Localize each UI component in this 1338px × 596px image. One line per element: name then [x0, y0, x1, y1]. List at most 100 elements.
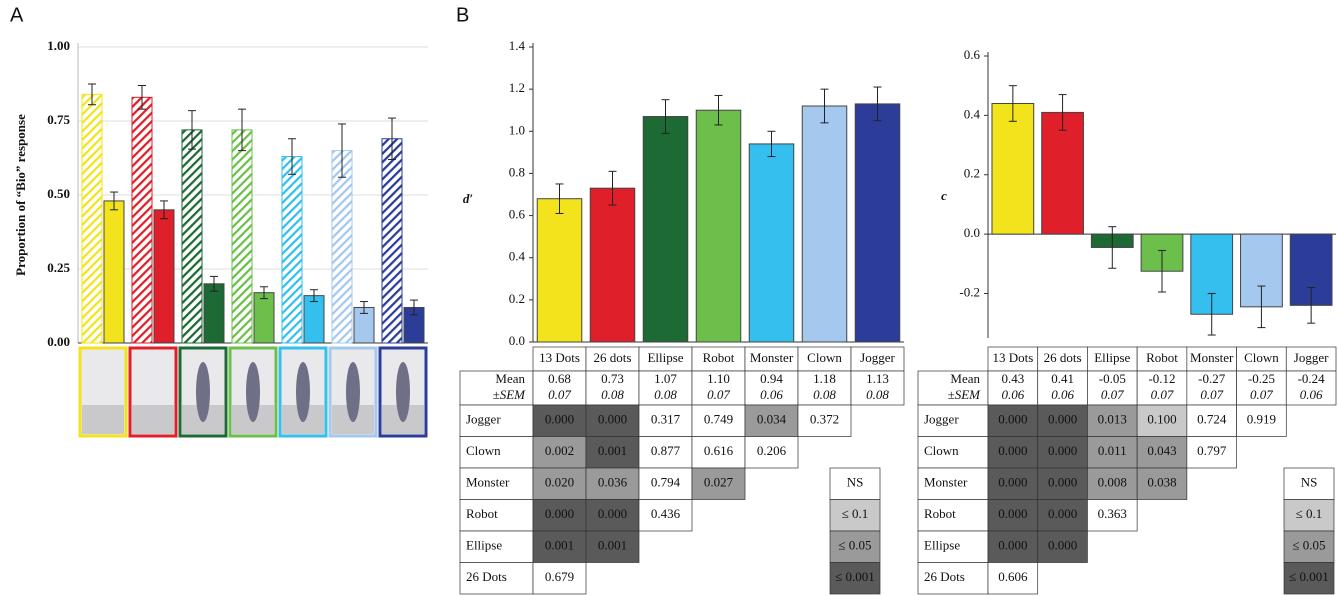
p-cell	[744, 404, 799, 437]
summary-value: 0.41	[1051, 371, 1074, 386]
p-value: 0.000	[998, 443, 1027, 458]
p-value: 0.794	[651, 475, 681, 490]
p-cell	[987, 436, 1039, 469]
p-cell	[987, 404, 1039, 437]
p-value: 0.606	[998, 569, 1028, 584]
legend-swatch	[1283, 530, 1335, 563]
p-cell	[1037, 499, 1088, 532]
error-bar	[1108, 226, 1117, 269]
p-value: 0.616	[704, 443, 734, 458]
p-value: 0.011	[1098, 443, 1127, 458]
p-value: 0.013	[1098, 412, 1127, 427]
bar	[231, 129, 253, 344]
error-bar	[188, 110, 196, 150]
bar	[253, 292, 275, 344]
summary-cell	[1186, 370, 1237, 406]
bar	[203, 283, 225, 344]
summary-value: 1.07	[654, 371, 677, 386]
summary-label-cell	[917, 370, 989, 406]
bar	[854, 103, 901, 343]
p-cell	[1087, 404, 1138, 437]
error-bar	[661, 99, 670, 134]
p-value: 0.001	[545, 538, 574, 553]
bar	[536, 198, 583, 343]
summary-cell	[1136, 370, 1188, 406]
bar	[748, 143, 795, 343]
p-cell	[585, 436, 640, 469]
row-label-cell	[459, 467, 534, 500]
y-tick-label: 1.0	[509, 122, 525, 137]
y-tick-label: 1.00	[47, 38, 70, 53]
summary-value: 0.94	[760, 371, 783, 386]
legend-label: ≤ 0.1	[1296, 506, 1323, 521]
p-value: 0.372	[810, 412, 839, 427]
header-cell	[691, 346, 746, 372]
p-value: 0.000	[545, 506, 574, 521]
summary-value: 0.43	[1001, 371, 1024, 386]
p-cell	[638, 436, 693, 469]
p-cell	[638, 499, 693, 532]
p-value: 0.206	[757, 443, 787, 458]
p-cell	[1186, 436, 1237, 469]
p-cell	[1236, 404, 1287, 437]
p-value: 0.000	[598, 412, 627, 427]
y-tick-label: 1.2	[509, 80, 525, 95]
summary-value: 0.07	[548, 387, 571, 402]
summary-value: -0.05	[1099, 371, 1126, 386]
bar	[303, 295, 325, 344]
error-bar	[1158, 249, 1166, 293]
error-bar	[360, 301, 368, 314]
summary-cell	[744, 370, 799, 406]
row-label: 26 Dots	[924, 569, 965, 584]
p-value: 0.363	[1098, 506, 1127, 521]
p-cell	[585, 530, 640, 563]
y-axis-label: Proportion of “Bio” response	[13, 114, 28, 276]
y-tick-label: 0.50	[47, 186, 70, 201]
y-tick-label: 0.0	[964, 225, 980, 240]
p-value: 0.000	[998, 506, 1027, 521]
legend-swatch	[829, 499, 881, 532]
column-header: Ellipse	[647, 350, 683, 365]
row-label: Clown	[924, 443, 959, 458]
row-label: 26 Dots	[466, 569, 507, 584]
bar	[695, 109, 742, 343]
error-bar	[210, 275, 218, 292]
summary-cell	[691, 370, 746, 406]
summary-value: 0.07	[1200, 387, 1223, 402]
column-header: Ellipse	[1094, 350, 1130, 365]
bar	[153, 209, 175, 344]
summary-value: 0.07	[1250, 387, 1273, 402]
error-bar	[138, 84, 146, 110]
p-value: 0.436	[651, 506, 681, 521]
summary-value: 1.13	[866, 371, 889, 386]
legend-label: NS	[847, 475, 864, 490]
error-bar	[1058, 94, 1067, 131]
p-value: 0.038	[1147, 475, 1176, 490]
p-value: 0.000	[1048, 538, 1077, 553]
legend-label: ≤ 0.001	[835, 569, 875, 584]
summary-cell	[532, 370, 587, 406]
p-value: 0.100	[1147, 412, 1176, 427]
summary-value: -0.25	[1248, 371, 1275, 386]
p-value: 0.001	[598, 538, 627, 553]
error-bar	[338, 123, 346, 178]
legend-label: ≤ 0.05	[1292, 538, 1325, 553]
error-bar	[410, 299, 418, 316]
p-value: 0.000	[998, 412, 1027, 427]
summary-value: 1.18	[813, 371, 836, 386]
row-label: Mean	[495, 371, 525, 386]
panel-label: A	[10, 4, 24, 26]
p-cell	[585, 499, 640, 532]
error-bar	[260, 286, 268, 300]
column-header: Jogger	[860, 350, 895, 365]
error-bar	[873, 86, 882, 122]
p-cell	[691, 467, 746, 500]
bar	[81, 93, 103, 344]
y-tick-label: 0.0	[509, 333, 525, 348]
column-header: 13 Dots	[539, 350, 580, 365]
summary-label-cell	[459, 370, 534, 406]
legend-label: ≤ 0.05	[838, 538, 871, 553]
stimulus-figure	[396, 362, 410, 422]
bar	[381, 138, 403, 344]
error-bar	[1008, 85, 1017, 122]
